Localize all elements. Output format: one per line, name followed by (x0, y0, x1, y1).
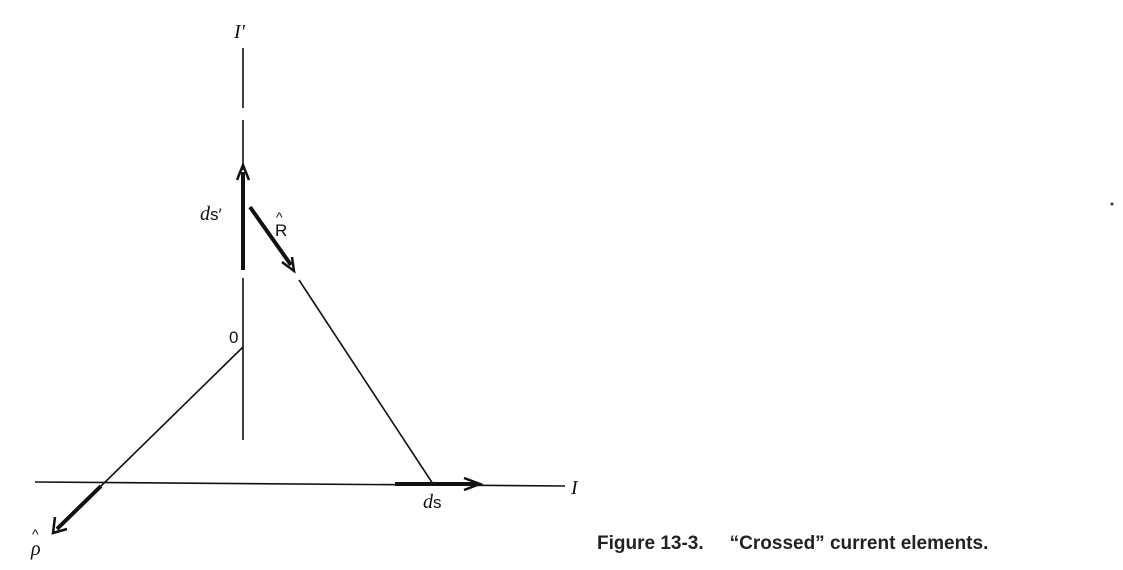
r-hat-label: R (275, 221, 287, 240)
rho-hat-hat: ^ (32, 526, 39, 542)
caption-figure-number: Figure 13-3. (597, 533, 704, 554)
figure-caption: Figure 13-3. “Crossed” current elements. (597, 533, 988, 555)
rho-hat-label: ρ (30, 538, 41, 560)
ds-arrowhead (463, 476, 484, 492)
stray-dot (1110, 202, 1114, 206)
horizontal-current-label: I (570, 477, 579, 499)
ds-prime-label: ds′ (200, 203, 222, 225)
rho-hat-arrowhead (51, 516, 68, 535)
ds-d: d (423, 491, 434, 513)
ds-s: s (433, 493, 442, 512)
r-hat-hat: ^ (276, 209, 283, 225)
caption-text: “Crossed” current elements. (729, 533, 989, 554)
origin-label: 0 (229, 328, 238, 347)
rho-line (96, 346, 244, 491)
ds-label: ds (423, 491, 442, 513)
r-hat-vector (248, 205, 293, 267)
rho-hat-vector (55, 484, 103, 531)
ds-prime-s: s′ (210, 205, 222, 224)
vertical-current-label: I′ (233, 21, 246, 43)
ds-prime-arrowhead (235, 161, 251, 181)
ds-prime-d: d (200, 203, 211, 225)
horizontal-wire (34, 481, 566, 487)
r-hat-arrowhead (281, 256, 296, 274)
r-line (298, 279, 434, 485)
